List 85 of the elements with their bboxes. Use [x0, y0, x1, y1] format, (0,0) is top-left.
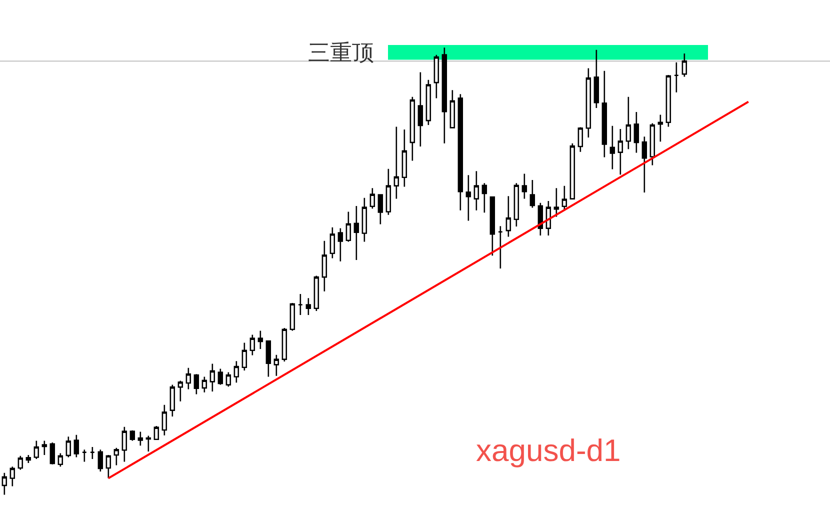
- candlestick: [650, 122, 656, 166]
- candlestick: [202, 376, 208, 394]
- candlestick: [114, 447, 120, 466]
- candlestick: [10, 466, 16, 487]
- candlestick: [98, 449, 104, 472]
- candlestick: [322, 240, 328, 292]
- candlestick: [50, 442, 56, 466]
- candlestick: [130, 430, 136, 442]
- annotation: xagusd-d1: [476, 433, 621, 468]
- candlestick: [506, 195, 512, 238]
- candlestick: [482, 182, 488, 214]
- candlestick: [106, 454, 112, 479]
- candlestick: [634, 111, 640, 154]
- candlestick: [450, 89, 456, 128]
- candlestick: [250, 334, 256, 356]
- candlestick: [266, 340, 272, 378]
- candlestick: [570, 142, 576, 200]
- candlestick: [90, 446, 96, 460]
- candlestick: [226, 372, 232, 388]
- candlestick: [394, 126, 400, 200]
- candlestick: [154, 425, 160, 440]
- candlestick: [362, 197, 368, 242]
- candlestick: [194, 373, 200, 395]
- candlestick: [282, 327, 288, 362]
- candlestick: [458, 94, 464, 212]
- candlestick: [642, 136, 648, 194]
- candlestick: [74, 434, 80, 458]
- candlestick: [466, 174, 472, 222]
- candlestick: [242, 342, 248, 372]
- candlestick: [338, 228, 344, 262]
- candlestick: [370, 187, 376, 210]
- candlestick: [274, 354, 280, 377]
- candlestick: [674, 62, 680, 94]
- candlestick: [562, 185, 568, 211]
- candlestick: [162, 404, 168, 436]
- candlestick: [210, 363, 216, 392]
- candlestick: [386, 168, 392, 216]
- band-label: 三重顶: [308, 40, 374, 65]
- candlestick: [410, 96, 416, 162]
- candlestick: [186, 367, 192, 390]
- candlestick: [578, 126, 584, 152]
- candlestick: [146, 435, 152, 452]
- candlestick: [418, 72, 424, 148]
- candlestick: [306, 297, 312, 316]
- candlestick: [442, 47, 448, 144]
- candlestick: [594, 49, 600, 109]
- candlestick: [618, 128, 624, 176]
- candlestick: [498, 225, 504, 270]
- candlestick: [178, 380, 184, 402]
- candlestick: [82, 449, 88, 462]
- candlestick: [658, 114, 664, 142]
- candlestick: [530, 179, 536, 208]
- candlestick: [258, 330, 264, 350]
- candlestick: [298, 293, 304, 316]
- candlestick: [330, 226, 336, 259]
- candlestick: [122, 426, 128, 462]
- candlestick: [626, 96, 632, 150]
- candlestick: [522, 173, 528, 200]
- candlestick: [602, 70, 608, 158]
- candlestick: [18, 455, 24, 470]
- candlestick: [314, 275, 320, 312]
- candlestick: [218, 368, 224, 386]
- candlestick: [682, 52, 688, 78]
- candlestick: [378, 194, 384, 225]
- candlestick: [66, 436, 72, 458]
- candlestick: [290, 302, 296, 332]
- candlestick: [666, 74, 672, 128]
- candlestick: [170, 384, 176, 418]
- candlestick: [490, 196, 496, 256]
- candlestick: [426, 79, 432, 126]
- candlestick: [138, 431, 144, 446]
- candlestick: [26, 454, 32, 464]
- candlestick: [610, 125, 616, 170]
- candlestick: [34, 440, 40, 460]
- candlestick: [434, 54, 440, 99]
- candlestick: [346, 211, 352, 242]
- candlestick: [554, 187, 560, 218]
- candlestick: [354, 205, 360, 261]
- candlestick: [402, 128, 408, 188]
- candlestick: [234, 360, 240, 384]
- candlestick: [586, 68, 592, 138]
- candlestick: [514, 182, 520, 228]
- candlestick: [42, 440, 48, 456]
- candlestick: [58, 452, 64, 468]
- candlestick: [474, 170, 480, 212]
